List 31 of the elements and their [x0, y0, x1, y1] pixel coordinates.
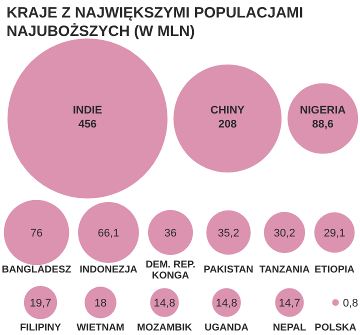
category-label: INDONEZJA	[80, 264, 138, 276]
category-label: FILIPINY	[20, 322, 62, 334]
data-label: 14,8	[216, 298, 238, 310]
data-label: 88,6	[312, 118, 334, 130]
data-label: 30,2	[274, 228, 296, 240]
data-label: 36	[164, 228, 177, 240]
data-label: 0,8	[342, 298, 358, 310]
text: KRAJE Z NAJWIĘKSZYMI POPULACJAMI NAJUBOŻSZYCH (W MLN)	[6, 4, 304, 40]
category-label: UGANDA	[204, 322, 248, 334]
category-label: MOZAMBIK	[137, 322, 193, 334]
category-label: ETIOPIA	[314, 264, 355, 276]
data-label: 76	[30, 228, 43, 240]
category-label: POLSKA	[314, 322, 356, 334]
data-label: 18	[94, 298, 107, 310]
data-label: 66,1	[98, 228, 120, 240]
category-label: WIETNAM	[76, 322, 124, 334]
category-label: BANGLADESZ	[2, 264, 72, 276]
data-label: 35,2	[218, 228, 240, 240]
category-label: PAKISTAN	[204, 264, 254, 276]
data-label: 208	[218, 118, 237, 130]
data-label: 14,7	[278, 298, 300, 310]
category-label: INDIE	[72, 104, 102, 116]
category-label: CHINY	[210, 104, 246, 116]
data-label: 14,8	[154, 298, 176, 310]
data-label: 29,1	[324, 228, 346, 240]
data-label: 456	[78, 118, 97, 130]
category-label: TANZANIA	[259, 264, 310, 276]
data-label: 19,7	[30, 298, 52, 310]
category-label: DEM. REP. KONGA	[146, 260, 196, 282]
category-label: NEPAL	[272, 322, 306, 334]
category-label: NIGERIA	[300, 104, 346, 116]
